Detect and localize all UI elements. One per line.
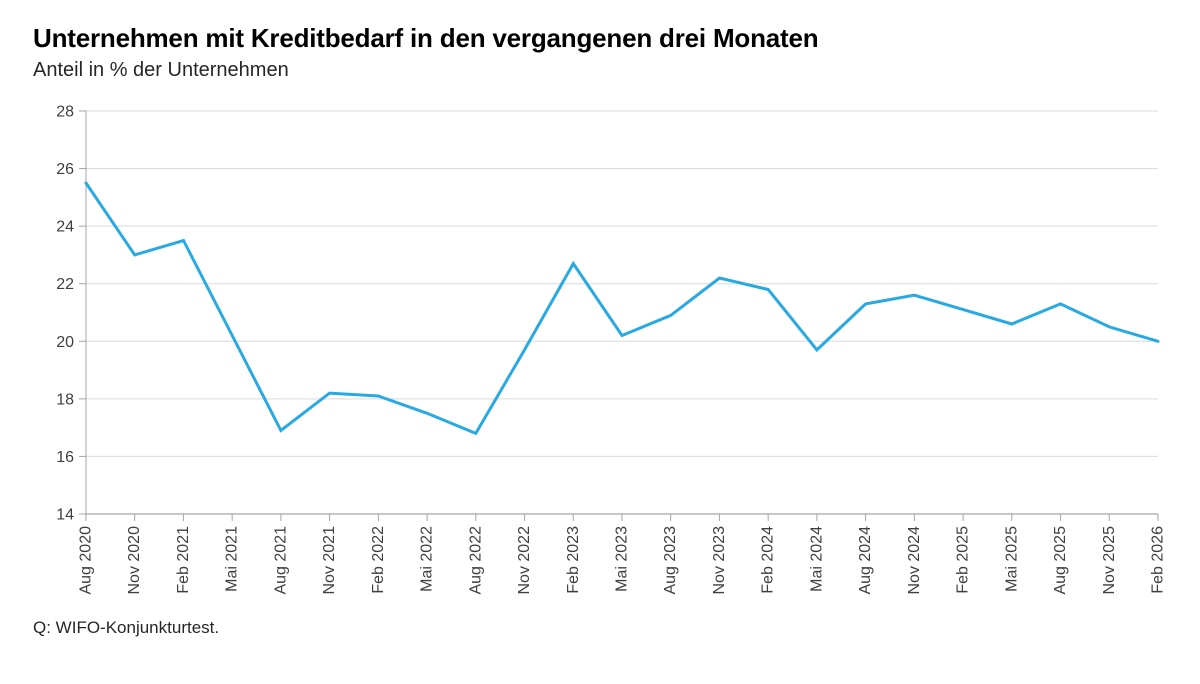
x-tick-label: Nov 2020 bbox=[126, 526, 143, 595]
data-line bbox=[84, 181, 1160, 436]
x-tick-label: Feb 2024 bbox=[760, 526, 777, 594]
x-tick-label: Feb 2022 bbox=[370, 526, 387, 594]
x-tick-label: Feb 2025 bbox=[955, 526, 972, 594]
x-tick-label: Aug 2022 bbox=[467, 526, 484, 595]
x-tick-label: Mai 2021 bbox=[224, 526, 241, 592]
y-tick-label: 20 bbox=[56, 334, 74, 351]
x-tick-label: Feb 2021 bbox=[175, 526, 192, 594]
x-tick-label: Aug 2020 bbox=[78, 526, 95, 595]
y-tick-label: 16 bbox=[56, 449, 74, 466]
x-tick-label: Aug 2025 bbox=[1052, 526, 1069, 595]
x-tick-label: Aug 2024 bbox=[857, 526, 874, 595]
y-tick-label: 28 bbox=[56, 104, 74, 121]
x-tick-label: Nov 2023 bbox=[711, 526, 728, 595]
x-tick-label: Aug 2021 bbox=[272, 526, 289, 595]
x-tick-label: Mai 2022 bbox=[419, 526, 436, 592]
y-tick-label: 26 bbox=[56, 161, 74, 178]
y-axis-tick-labels: 14 16 18 20 22 24 26 28 bbox=[56, 104, 74, 524]
x-tick-label: Nov 2021 bbox=[321, 526, 338, 595]
x-tick-label: Nov 2025 bbox=[1101, 526, 1118, 595]
y-tick-label: 24 bbox=[56, 219, 74, 236]
y-tick-label: 22 bbox=[56, 276, 74, 293]
axis-ticks bbox=[79, 110, 1159, 521]
x-tick-label: Feb 2023 bbox=[565, 526, 582, 594]
y-tick-label: 18 bbox=[56, 391, 74, 408]
axes bbox=[85, 111, 1158, 515]
x-tick-label: Mai 2023 bbox=[614, 526, 631, 592]
x-axis-tick-labels: Aug 2020 Nov 2020 Feb 2021 Mai 2021 Aug 2021… bbox=[78, 526, 1167, 595]
chart-title: Unternehmen mit Kreditbedarf in den verg… bbox=[33, 23, 819, 53]
x-tick-label: Aug 2023 bbox=[662, 526, 679, 595]
y-gridlines bbox=[86, 110, 1158, 457]
x-tick-label: Feb 2026 bbox=[1150, 526, 1167, 594]
chart-header: Unternehmen mit Kreditbedarf in den verg… bbox=[33, 23, 819, 82]
x-tick-label: Nov 2022 bbox=[516, 526, 533, 595]
x-tick-label: Nov 2024 bbox=[906, 526, 923, 595]
y-tick-label: 14 bbox=[56, 507, 74, 524]
x-tick-label: Mai 2025 bbox=[1003, 526, 1020, 592]
chart-subtitle: Anteil in % der Unternehmen bbox=[33, 58, 289, 81]
x-tick-label: Mai 2024 bbox=[808, 526, 825, 592]
source-note: Q: WIFO-Konjunkturtest. bbox=[33, 618, 220, 637]
data-series bbox=[84, 181, 1160, 436]
